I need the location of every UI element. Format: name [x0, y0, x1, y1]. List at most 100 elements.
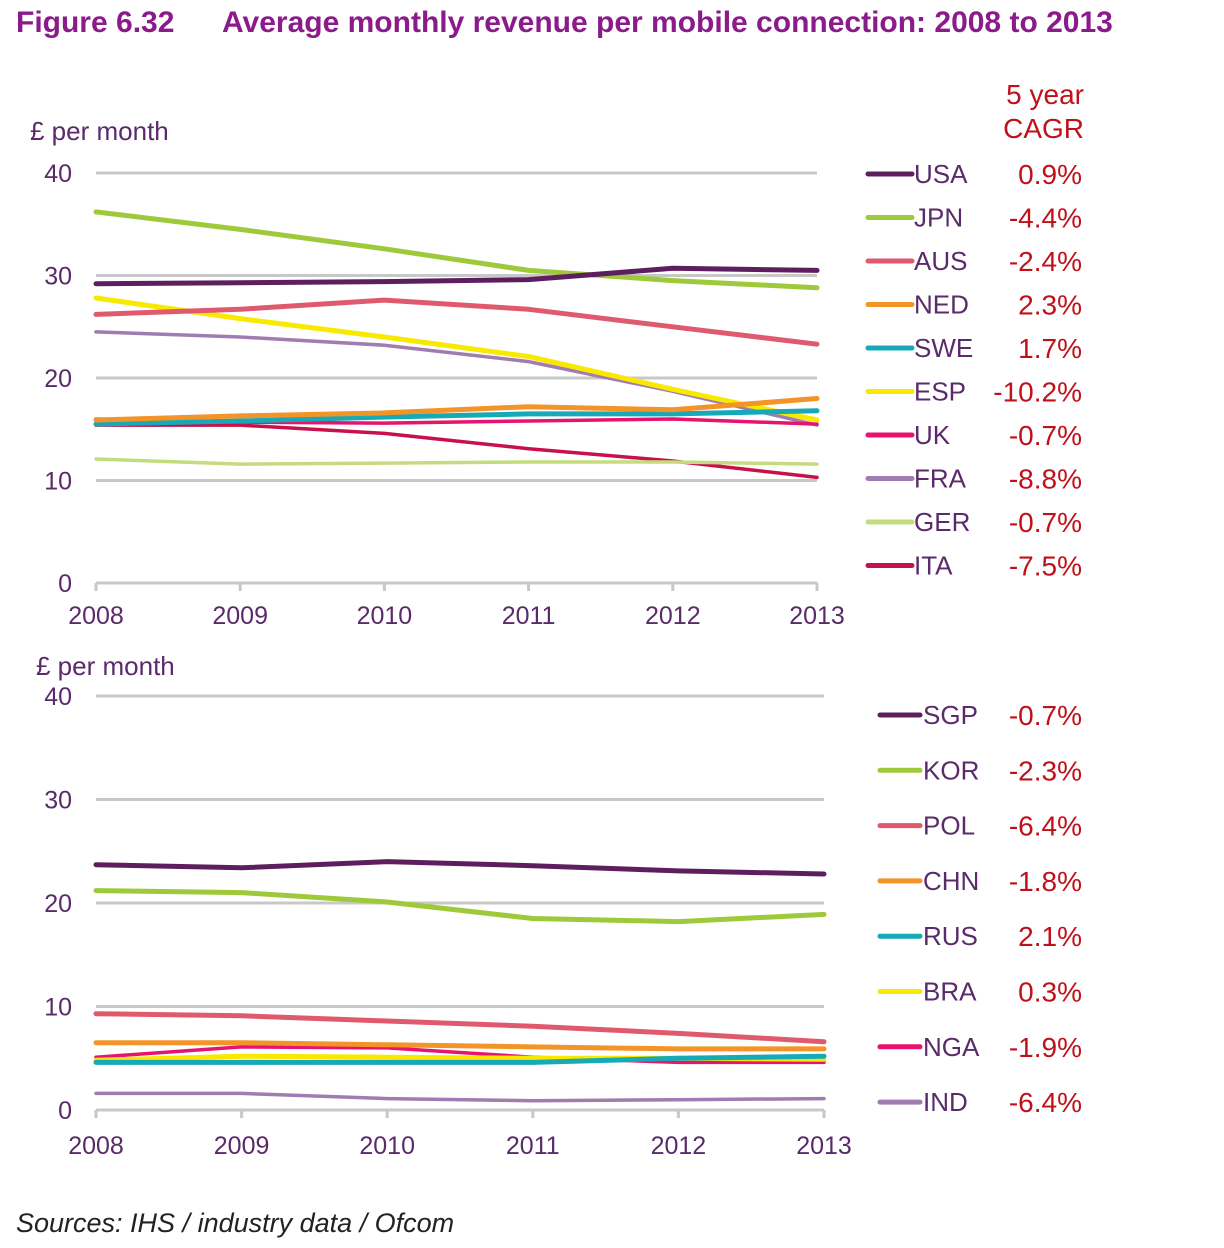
series-line-ger: [94, 457, 819, 466]
legend-item-nga: NGA -1.9%: [877, 1032, 1082, 1063]
legend-cagr-value: -0.7%: [1009, 420, 1082, 451]
cagr-header-line2: CAGR: [1003, 113, 1084, 144]
legend-item-rus: RUS 2.1%: [877, 921, 1082, 952]
legend-item-esp: ESP -10.2%: [865, 377, 1082, 408]
legend-item-ind: IND -6.4%: [877, 1087, 1082, 1118]
series-line-pol: [93, 1011, 827, 1045]
series-line-ind: [94, 1091, 826, 1103]
legend-item-usa: USA 0.9%: [865, 159, 1082, 190]
legend-cagr-value: 2.1%: [1018, 921, 1082, 952]
legend-cagr-value: -1.8%: [1009, 866, 1082, 897]
legend-label: USA: [914, 159, 968, 189]
x-tick-label: 2010: [359, 1132, 415, 1160]
x-tick-label: 2012: [651, 1132, 707, 1160]
legend-item-uk: UK -0.7%: [865, 420, 1082, 451]
legend-item-ger: GER -0.7%: [865, 507, 1082, 538]
x-tick-label: 2008: [68, 1132, 124, 1160]
legend-item-jpn: JPN -4.4%: [865, 203, 1082, 234]
legend-label: NED: [914, 290, 969, 320]
series-line-kor: [93, 888, 827, 925]
figure-number: Figure 6.32: [16, 6, 175, 39]
legend-item-kor: KOR -2.3%: [877, 755, 1082, 786]
legend-item-bra: BRA 0.3%: [877, 977, 1082, 1008]
legend-cagr-value: -1.9%: [1009, 1032, 1082, 1063]
legend-cagr-value: -7.5%: [1009, 551, 1082, 582]
legend-label: ESP: [914, 377, 966, 407]
series-line-rus: [93, 1053, 827, 1065]
x-tick-label: 2013: [789, 602, 845, 630]
x-tick-label: 2009: [212, 602, 268, 630]
legend-label: GER: [914, 507, 970, 537]
series-line-swe: [93, 408, 820, 427]
legend-label: ITA: [914, 551, 953, 581]
legend-label: SWE: [914, 333, 973, 363]
series-line-nga: [94, 1045, 826, 1065]
legend-cagr-value: 0.3%: [1018, 977, 1082, 1008]
chart-top: 0 10 20 30 40 2008 2009 2010 2011 2012 2013 USA 0.9%…: [44, 159, 1082, 630]
legend-top: USA 0.9% JPN -4.4% AUS -2.4% NED 2.3% SWE 1.7% ESP…: [865, 159, 1082, 582]
y-tick-label: 10: [44, 994, 72, 1022]
series-line-chn: [93, 1040, 827, 1052]
y-axis-label-top: £ per month: [30, 116, 169, 146]
figure-title: Figure 6.32 Average monthly revenue per m…: [16, 6, 1113, 40]
legend-cagr-value: -10.2%: [993, 377, 1082, 408]
legend-cagr-value: 0.9%: [1018, 159, 1082, 190]
x-tick-label: 2009: [214, 1132, 270, 1160]
legend-cagr-value: -6.4%: [1009, 811, 1082, 842]
legend-item-chn: CHN -1.8%: [877, 866, 1082, 897]
legend-item-fra: FRA -8.8%: [865, 464, 1082, 495]
y-tick-label: 40: [44, 683, 72, 711]
legend-label: KOR: [923, 755, 979, 785]
legend-cagr-value: -6.4%: [1009, 1087, 1082, 1118]
y-axis-label-bottom: £ per month: [36, 651, 175, 681]
series-line-esp: [93, 295, 820, 423]
legend-label: NGA: [923, 1032, 980, 1062]
legend-label: SGP: [923, 700, 978, 730]
legend-label: IND: [923, 1087, 968, 1117]
legend-label: RUS: [923, 921, 978, 951]
x-tick-label: 2012: [645, 602, 701, 630]
y-tick-label: 10: [44, 468, 72, 496]
legend-label: JPN: [914, 203, 963, 233]
legend-label: AUS: [914, 246, 967, 276]
legend-label: FRA: [914, 464, 967, 494]
legend-cagr-value: 2.3%: [1018, 290, 1082, 321]
figure-title-text: Average monthly revenue per mobile conne…: [222, 6, 1113, 39]
chart-bottom: 0 10 20 30 40 2008 2009 2010 2011 2012 2013 SGP -0.7…: [44, 683, 1082, 1160]
series-line-sgp: [93, 859, 827, 877]
legend-label: BRA: [923, 977, 977, 1007]
legend-item-pol: POL -6.4%: [877, 811, 1082, 842]
x-tick-label: 2008: [68, 602, 124, 630]
legend-label: UK: [914, 420, 951, 450]
source-note: Sources: IHS / industry data / Ofcom: [16, 1208, 455, 1238]
y-tick-label: 20: [44, 890, 72, 918]
series-line-jpn: [93, 209, 820, 291]
series-line-usa: [93, 265, 820, 287]
legend-cagr-value: 1.7%: [1018, 333, 1082, 364]
y-tick-label: 40: [44, 160, 72, 188]
x-tick-label: 2011: [506, 1132, 560, 1160]
y-tick-label: 0: [58, 1097, 72, 1125]
legend-cagr-value: -0.7%: [1009, 507, 1082, 538]
series-line-ita: [94, 423, 819, 480]
x-tick-label: 2013: [796, 1132, 852, 1160]
cagr-header-line1: 5 year: [1006, 79, 1084, 110]
legend-cagr-value: -2.4%: [1009, 246, 1082, 277]
legend-cagr-value: -8.8%: [1009, 464, 1082, 495]
legend-cagr-value: -4.4%: [1009, 203, 1082, 234]
y-tick-label: 30: [44, 787, 72, 815]
cagr-header: 5 year CAGR: [960, 78, 1084, 146]
legend-label: CHN: [923, 866, 979, 896]
series-line-ned: [93, 396, 820, 423]
x-tick-label: 2010: [357, 602, 413, 630]
x-tick-label: 2011: [502, 602, 556, 630]
legend-item-sgp: SGP -0.7%: [877, 700, 1082, 731]
legend-item-swe: SWE 1.7%: [865, 333, 1082, 364]
legend-item-ned: NED 2.3%: [865, 290, 1082, 321]
legend-item-aus: AUS -2.4%: [865, 246, 1082, 277]
y-tick-label: 30: [44, 263, 72, 291]
y-tick-label: 20: [44, 365, 72, 393]
legend-cagr-value: -2.3%: [1009, 755, 1082, 786]
y-tick-label: 0: [58, 570, 72, 598]
